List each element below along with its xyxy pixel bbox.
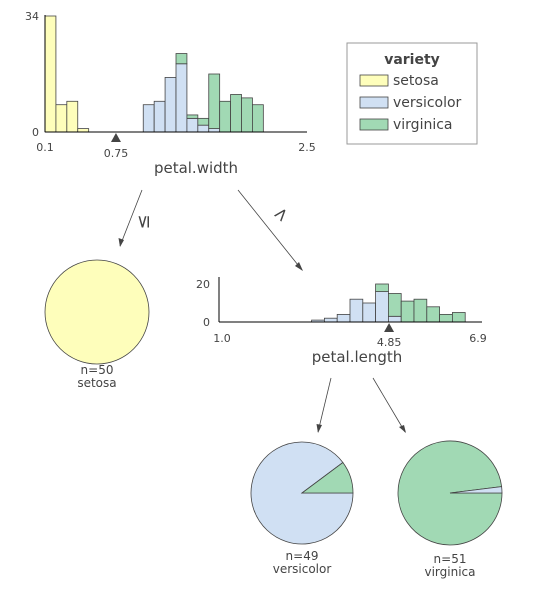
n2-bar-14-virginica xyxy=(400,300,415,323)
root-split-marker xyxy=(110,133,121,142)
edge-root-left-arrowhead xyxy=(118,238,124,247)
node2-xmin-label: 1.0 xyxy=(213,332,231,345)
root-xmin-label: 0.1 xyxy=(36,141,54,154)
root-bar-18-virginica xyxy=(241,97,253,133)
root-bar-14-virginica xyxy=(197,117,210,126)
node2-xmax-label: 6.9 xyxy=(469,332,487,345)
root-bar-19-virginica xyxy=(252,104,264,133)
legend-item-virginica: virginica xyxy=(393,117,453,133)
edge-root-right-arrowhead xyxy=(295,262,303,271)
node2-histogram-bars xyxy=(311,283,466,323)
root-ymin-label: 0 xyxy=(32,126,39,139)
n2-bar-13-versicolor xyxy=(387,315,402,323)
root-split-label: 0.75 xyxy=(104,147,129,160)
leaf-setosa: n=50 setosa xyxy=(44,259,150,390)
root-bar-2-setosa xyxy=(66,100,79,133)
edge-right-label: > xyxy=(268,202,294,227)
n2-bar-11-versicolor xyxy=(362,302,376,323)
n2-bar-16-virginica xyxy=(426,306,440,323)
edge-node2-right-arrowhead xyxy=(399,425,406,433)
root-xmax-label: 2.5 xyxy=(298,141,316,154)
edge-node2-left-arrowhead xyxy=(316,424,322,433)
n2-bar-13-virginica xyxy=(387,293,402,317)
split-node-petal-length: 20 0 1.0 6.9 4.85 petal.length xyxy=(196,277,487,366)
n2-bar-8-versicolor xyxy=(323,317,338,323)
root-feature-label: petal.width xyxy=(154,159,238,177)
leaf-versicolor-class: versicolor xyxy=(273,562,332,576)
root-bar-11-versicolor xyxy=(164,77,177,133)
root-bar-13-versicolor xyxy=(186,117,199,133)
root-histogram-bars xyxy=(44,15,264,133)
legend-item-setosa: setosa xyxy=(393,73,439,89)
n2-bar-18-virginica xyxy=(451,312,466,323)
legend: variety setosa versicolor virginica xyxy=(346,42,478,145)
n2-bar-9-versicolor xyxy=(336,313,351,323)
root-bar-12-versicolor xyxy=(175,63,188,133)
root-node: 34 0 0.1 2.5 0.75 petal.width xyxy=(25,10,316,177)
root-bar-3-setosa xyxy=(77,128,90,133)
root-bar-15-virginica xyxy=(208,73,221,129)
n2-bar-17-virginica xyxy=(439,313,453,323)
node2-split-label: 4.85 xyxy=(377,336,402,349)
edge-node2-left xyxy=(317,377,332,433)
pie-1-slice-virginica xyxy=(300,461,354,494)
leaf-virginica-count: n=51 xyxy=(434,552,467,566)
leaf-versicolor: n=49 versicolor xyxy=(250,441,354,576)
root-bar-17-virginica xyxy=(230,94,242,133)
node2-edges xyxy=(316,377,406,433)
edge-root-left xyxy=(119,189,143,247)
leaf-setosa-count: n=50 xyxy=(81,363,114,377)
legend-swatch-versicolor xyxy=(359,96,389,109)
pie-0-slice-setosa xyxy=(44,259,150,365)
root-bar-13-virginica xyxy=(186,114,199,119)
n2-bar-15-virginica xyxy=(413,298,428,323)
legend-swatch-virginica xyxy=(359,118,389,131)
root-bar-9-versicolor xyxy=(142,104,155,133)
leaf-virginica-class: virginica xyxy=(425,565,476,579)
root-bar-0-setosa xyxy=(44,15,57,133)
root-bar-1-setosa xyxy=(55,104,68,133)
edge-left-label: ≤ xyxy=(133,214,154,229)
legend-box xyxy=(346,42,478,145)
legend-item-versicolor: versicolor xyxy=(393,95,462,111)
edge-node2-right xyxy=(372,377,406,433)
edge-root-right xyxy=(237,189,303,271)
root-bar-12-virginica xyxy=(175,53,188,65)
root-bar-15-versicolor xyxy=(208,128,221,133)
leaf-virginica-pie xyxy=(397,440,503,546)
root-bar-10-versicolor xyxy=(153,100,166,133)
n2-bar-12-versicolor xyxy=(375,291,389,323)
node2-split-marker xyxy=(384,323,395,332)
n2-bar-10-versicolor xyxy=(349,298,364,323)
root-bar-16-virginica xyxy=(219,100,231,133)
node2-feature-label: petal.length xyxy=(312,348,403,366)
leaf-virginica: n=51 virginica xyxy=(397,440,503,579)
node2-ymax-label: 20 xyxy=(196,278,210,291)
node2-ymin-label: 0 xyxy=(203,316,210,329)
root-bar-14-versicolor xyxy=(197,124,210,133)
leaf-setosa-class: setosa xyxy=(77,376,116,390)
pie-2-slice-versicolor xyxy=(449,486,503,494)
root-edges: ≤ > xyxy=(118,189,303,271)
legend-title: variety xyxy=(384,52,440,68)
leaf-versicolor-pie xyxy=(250,441,354,545)
n2-bar-12-virginica xyxy=(375,283,389,292)
root-ymax-label: 34 xyxy=(25,10,39,23)
leaf-setosa-pie xyxy=(44,259,150,365)
legend-swatch-setosa xyxy=(359,74,389,87)
leaf-versicolor-count: n=49 xyxy=(286,549,319,563)
